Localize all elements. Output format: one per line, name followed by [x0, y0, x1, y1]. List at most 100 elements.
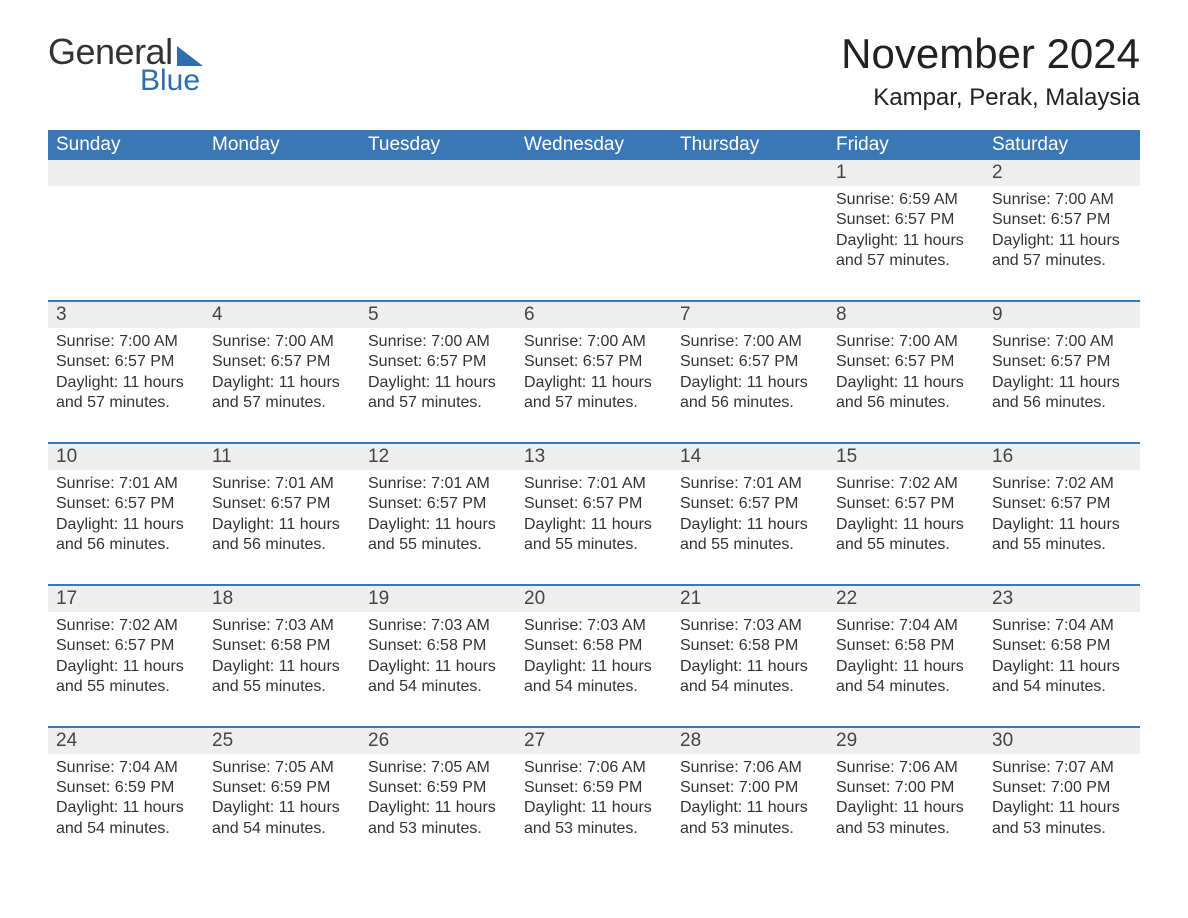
- sunset-text: Sunset: 6:57 PM: [212, 494, 352, 514]
- day-cell: Sunrise: 7:00 AMSunset: 6:57 PMDaylight:…: [360, 328, 516, 443]
- day-cell: Sunrise: 7:03 AMSunset: 6:58 PMDaylight:…: [672, 612, 828, 727]
- brand-triangle-icon: [177, 46, 203, 66]
- sunrise-text: Sunrise: 7:00 AM: [992, 332, 1132, 352]
- sunrise-text: Sunrise: 7:04 AM: [836, 616, 976, 636]
- brand-logo: General Blue: [48, 34, 203, 96]
- content-row: Sunrise: 6:59 AMSunset: 6:57 PMDaylight:…: [48, 186, 1140, 301]
- day-number: 2: [984, 160, 1140, 186]
- day-number: 21: [672, 585, 828, 612]
- day-cell: Sunrise: 7:04 AMSunset: 6:58 PMDaylight:…: [984, 612, 1140, 727]
- day-number: 27: [516, 727, 672, 754]
- day-number: 13: [516, 443, 672, 470]
- sunset-text: Sunset: 6:57 PM: [992, 352, 1132, 372]
- day-cell: Sunrise: 7:05 AMSunset: 6:59 PMDaylight:…: [360, 754, 516, 854]
- calendar-table: SundayMondayTuesdayWednesdayThursdayFrid…: [48, 130, 1140, 853]
- daylight-text: Daylight: 11 hours and 57 minutes.: [992, 231, 1132, 272]
- content-row: Sunrise: 7:00 AMSunset: 6:57 PMDaylight:…: [48, 328, 1140, 443]
- header: General Blue November 2024 Kampar, Perak…: [48, 30, 1140, 112]
- daylight-text: Daylight: 11 hours and 56 minutes.: [992, 373, 1132, 414]
- daylight-text: Daylight: 11 hours and 57 minutes.: [836, 231, 976, 272]
- day-cell: [516, 186, 672, 301]
- day-number: 4: [204, 301, 360, 328]
- day-number: 16: [984, 443, 1140, 470]
- sunset-text: Sunset: 6:58 PM: [524, 636, 664, 656]
- day-cell: Sunrise: 7:01 AMSunset: 6:57 PMDaylight:…: [672, 470, 828, 585]
- day-number: [48, 160, 204, 186]
- month-title: November 2024: [841, 30, 1140, 78]
- sunset-text: Sunset: 6:59 PM: [56, 778, 196, 798]
- daylight-text: Daylight: 11 hours and 55 minutes.: [836, 515, 976, 556]
- day-cell: Sunrise: 7:07 AMSunset: 7:00 PMDaylight:…: [984, 754, 1140, 854]
- location: Kampar, Perak, Malaysia: [841, 84, 1140, 112]
- daylight-text: Daylight: 11 hours and 54 minutes.: [212, 798, 352, 839]
- day-number: 24: [48, 727, 204, 754]
- sunset-text: Sunset: 6:57 PM: [836, 352, 976, 372]
- daynum-row: 12: [48, 160, 1140, 186]
- day-number: 11: [204, 443, 360, 470]
- sunset-text: Sunset: 6:57 PM: [680, 494, 820, 514]
- sunrise-text: Sunrise: 7:03 AM: [212, 616, 352, 636]
- day-cell: Sunrise: 7:06 AMSunset: 7:00 PMDaylight:…: [672, 754, 828, 854]
- content-row: Sunrise: 7:02 AMSunset: 6:57 PM Daylight:…: [48, 612, 1140, 727]
- sunrise-text: Sunrise: 6:59 AM: [836, 190, 976, 210]
- sunset-text: Sunset: 6:58 PM: [212, 636, 352, 656]
- day-cell: Sunrise: 7:00 AMSunset: 6:57 PMDaylight:…: [204, 328, 360, 443]
- day-cell: Sunrise: 7:02 AMSunset: 6:57 PMDaylight:…: [984, 470, 1140, 585]
- day-cell: Sunrise: 7:01 AMSunset: 6:57 PMDaylight:…: [516, 470, 672, 585]
- sunset-text: Sunset: 6:58 PM: [992, 636, 1132, 656]
- day-number: 7: [672, 301, 828, 328]
- sunset-text: Sunset: 7:00 PM: [836, 778, 976, 798]
- sunset-text: Sunset: 6:57 PM: [56, 636, 196, 656]
- daylight-text: Daylight: 11 hours and 54 minutes.: [524, 657, 664, 698]
- daynum-row: 3456789: [48, 301, 1140, 328]
- sunset-text: Sunset: 7:00 PM: [992, 778, 1132, 798]
- sunrise-text: Sunrise: 7:05 AM: [212, 758, 352, 778]
- day-number: 30: [984, 727, 1140, 754]
- day-cell: Sunrise: 7:02 AMSunset: 6:57 PMDaylight:…: [48, 612, 204, 727]
- day-cell: Sunrise: 7:05 AMSunset: 6:59 PMDaylight:…: [204, 754, 360, 854]
- weekday-header: Tuesday: [360, 130, 516, 160]
- daylight-text: Daylight: 11 hours and 54 minutes.: [836, 657, 976, 698]
- day-number: 15: [828, 443, 984, 470]
- sunrise-text: Sunrise: 7:06 AM: [836, 758, 976, 778]
- sunrise-text: Sunrise: 7:07 AM: [992, 758, 1132, 778]
- sunrise-text: Sunrise: 7:06 AM: [680, 758, 820, 778]
- weekday-header: Saturday: [984, 130, 1140, 160]
- sunrise-text: Sunrise: 7:04 AM: [992, 616, 1132, 636]
- day-number: 12: [360, 443, 516, 470]
- sunrise-text: Sunrise: 7:00 AM: [836, 332, 976, 352]
- sunrise-text: Sunrise: 7:02 AM: [56, 616, 196, 636]
- sunset-text: Sunset: 6:57 PM: [56, 352, 196, 372]
- daylight-text: Daylight: 11 hours and 56 minutes.: [836, 373, 976, 414]
- daylight-text: Daylight: 11 hours and 55 minutes.: [992, 515, 1132, 556]
- weekday-header: Wednesday: [516, 130, 672, 160]
- sunrise-text: Sunrise: 7:01 AM: [524, 474, 664, 494]
- sunrise-text: Sunrise: 7:01 AM: [368, 474, 508, 494]
- day-number: 8: [828, 301, 984, 328]
- weekday-header: Sunday: [48, 130, 204, 160]
- day-cell: Sunrise: 7:04 AMSunset: 6:59 PMDaylight:…: [48, 754, 204, 854]
- day-cell: [672, 186, 828, 301]
- daylight-text: Daylight: 11 hours and 54 minutes.: [680, 657, 820, 698]
- day-cell: Sunrise: 7:03 AMSunset: 6:58 PMDaylight:…: [204, 612, 360, 727]
- day-cell: Sunrise: 7:03 AMSunset: 6:58 PMDaylight:…: [516, 612, 672, 727]
- daylight-text: Daylight: 11 hours and 55 minutes.: [680, 515, 820, 556]
- daylight-text: Daylight: 11 hours and 57 minutes.: [212, 373, 352, 414]
- daynum-row: 24252627282930: [48, 727, 1140, 754]
- daylight-text: Daylight: 11 hours and 54 minutes.: [368, 657, 508, 698]
- title-block: November 2024 Kampar, Perak, Malaysia: [841, 30, 1140, 112]
- sunset-text: Sunset: 6:57 PM: [992, 210, 1132, 230]
- day-number: 29: [828, 727, 984, 754]
- content-row: Sunrise: 7:01 AMSunset: 6:57 PMDaylight:…: [48, 470, 1140, 585]
- daylight-text: Daylight: 11 hours and 53 minutes.: [836, 798, 976, 839]
- sunrise-text: Sunrise: 7:03 AM: [524, 616, 664, 636]
- daylight-text: Daylight: 11 hours and 53 minutes.: [524, 798, 664, 839]
- day-number: 10: [48, 443, 204, 470]
- day-cell: Sunrise: 7:00 AMSunset: 6:57 PMDaylight:…: [672, 328, 828, 443]
- day-number: 9: [984, 301, 1140, 328]
- brand-part2: Blue: [140, 66, 203, 96]
- sunrise-text: Sunrise: 7:05 AM: [368, 758, 508, 778]
- day-cell: Sunrise: 7:06 AMSunset: 6:59 PMDaylight:…: [516, 754, 672, 854]
- daylight-text: Daylight: 11 hours and 53 minutes.: [368, 798, 508, 839]
- sunrise-text: Sunrise: 7:00 AM: [680, 332, 820, 352]
